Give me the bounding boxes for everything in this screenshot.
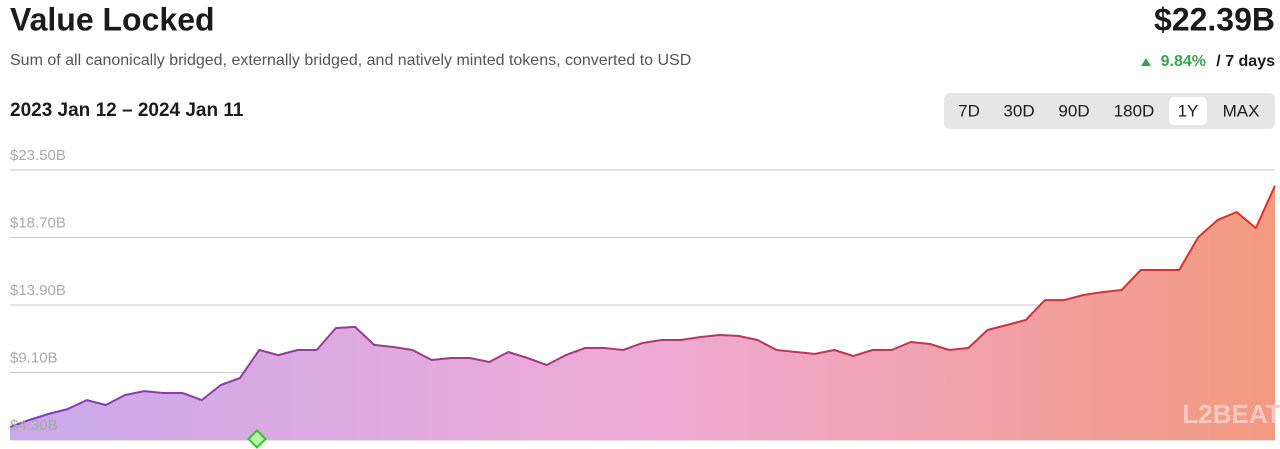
subtitle: Sum of all canonically bridged, external… [10,52,691,69]
headline-value: $22.39B [1154,1,1275,37]
title: Value Locked [10,1,215,37]
range-button[interactable]: 7D [958,101,980,120]
area [10,185,1275,440]
y-tick-label: $4.30B [10,417,58,434]
y-tick-label: $13.90B [10,282,66,299]
event-marker[interactable] [247,429,267,449]
range-button[interactable]: MAX [1223,101,1260,120]
y-tick-label: $9.10B [10,349,58,366]
range-button[interactable]: 180D [1114,101,1155,120]
up-arrow [1141,58,1151,66]
change-period: / 7 days [1216,53,1275,70]
change: 9.84% [1161,53,1206,70]
range-button-selected[interactable] [1169,97,1207,125]
range-button[interactable]: 30D [1003,101,1034,120]
y-tick-label: $18.70B [10,214,66,231]
y-tick-label: $23.50B [10,147,66,164]
range-button[interactable]: 90D [1058,101,1089,120]
line [9,185,1276,429]
watermark: L2BEAT [1182,399,1280,429]
date-range: 2023 Jan 12 – 2024 Jan 11 [10,100,244,121]
range-button[interactable]: 1Y [1178,101,1199,120]
